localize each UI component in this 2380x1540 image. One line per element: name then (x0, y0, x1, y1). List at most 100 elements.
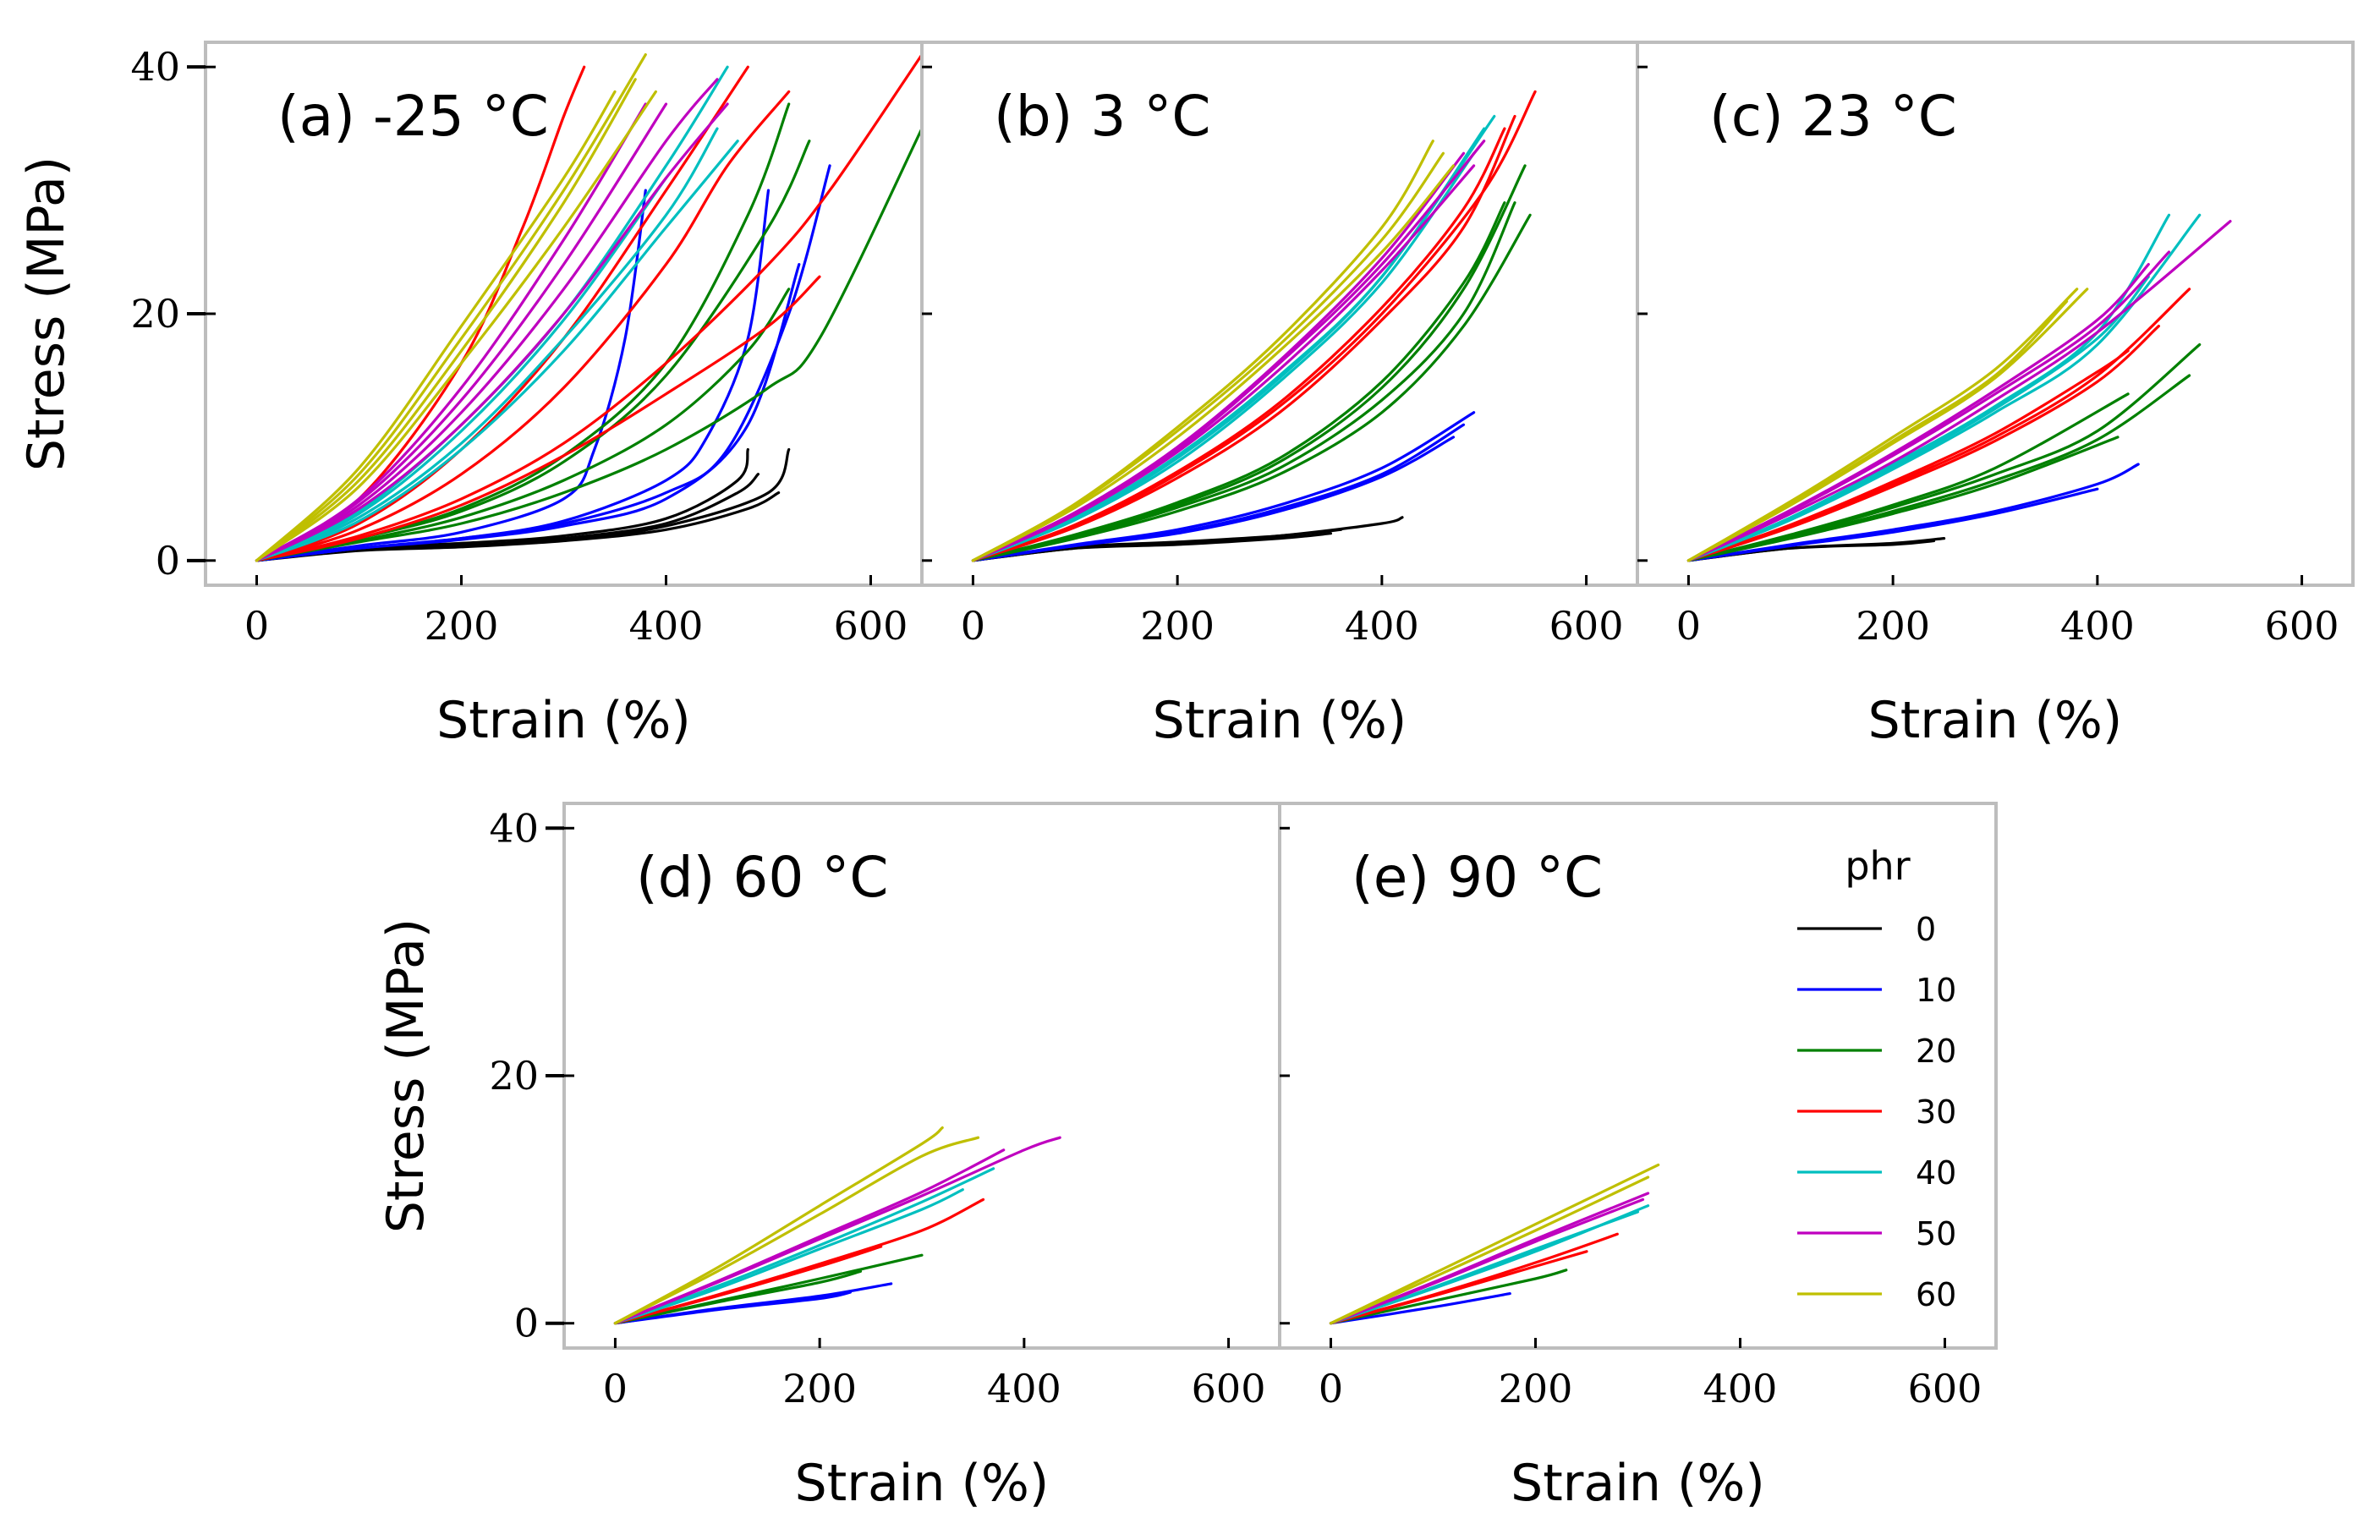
y-axis-label: Stress (MPa) (376, 918, 436, 1233)
x-tick-label: 200 (782, 1366, 857, 1411)
curve-phr-40-3 (255, 176, 668, 562)
x-axis-label: Strain (%) (1511, 1454, 1765, 1513)
curve-phr-60-1 (255, 78, 637, 562)
x-tick-label: 0 (603, 1366, 628, 1411)
x-tick-label: 200 (1499, 1366, 1573, 1411)
curve-phr-60-0 (1329, 1163, 1660, 1325)
curve-phr-30-1 (1686, 325, 2160, 562)
y-tick-label: 40 (130, 44, 180, 90)
x-tick-label: 0 (244, 603, 269, 649)
curve-phr-20-0 (1329, 1269, 1568, 1325)
curve-phr-50-3 (255, 102, 647, 562)
panel-a: 0 200 400 600 0 20 40 Strain (%) Stress (MPa) (a)… (17, 41, 924, 750)
panel-d: 0 200 400 600 0 20 40 Strain (%) Stress (MPa) (d)… (376, 802, 1281, 1513)
curve-phr-30-2 (255, 90, 791, 562)
curve-phr-10-3 (255, 263, 801, 562)
curve-phr-40-0 (613, 1167, 995, 1325)
curve-phr-60-1 (1329, 1176, 1650, 1325)
curve-phr-40-1 (971, 151, 1476, 562)
curves (255, 52, 922, 562)
curve-phr-40-1 (255, 127, 719, 562)
curve-phr-30-0 (971, 90, 1537, 562)
x-tick-label: 200 (425, 603, 499, 649)
curve-phr-60-0 (1686, 288, 2079, 562)
curve-phr-50-0 (971, 140, 1486, 562)
curve-phr-40-1 (1686, 213, 2202, 562)
x-tick-label: 400 (629, 603, 704, 649)
legend-label-40: 40 (1916, 1154, 1956, 1192)
y-tick-label: 20 (489, 1053, 539, 1099)
x-tick-label: 200 (1140, 603, 1215, 649)
x-tick-label: 400 (1345, 603, 1419, 649)
curve-phr-0-3 (255, 491, 781, 562)
x-axis-label: Strain (%) (1153, 691, 1407, 750)
panel-c: 0 200 400 600 Strain (%) (c) 23 °C (1636, 41, 2355, 750)
curve-phr-60-0 (613, 1126, 944, 1325)
y-tick-label: 0 (514, 1301, 539, 1346)
curve-phr-50-1 (971, 164, 1476, 562)
legend-title: phr (1845, 843, 1910, 889)
curve-phr-60-1 (971, 164, 1456, 562)
curve-phr-20-2 (1686, 392, 2130, 562)
y-tick-label: 40 (489, 805, 539, 851)
curve-phr-20-1 (613, 1269, 863, 1325)
curve-phr-50-2 (971, 151, 1466, 562)
legend-label-50: 50 (1916, 1215, 1956, 1252)
panel-b: 0 200 400 600 Strain (%) (b) 3 °C (920, 41, 1639, 750)
curve-phr-60-2 (255, 90, 657, 562)
curve-phr-50-0 (255, 78, 719, 562)
curve-phr-60-3 (255, 90, 617, 562)
curve-phr-40-2 (1686, 275, 2150, 562)
panel-title: (c) 23 °C (1709, 84, 1957, 149)
x-tick-label: 600 (834, 603, 908, 649)
curve-phr-30-4 (255, 275, 821, 562)
x-tick-label: 0 (1676, 603, 1701, 649)
curve-phr-60-0 (971, 151, 1445, 562)
panel-title: (d) 60 °C (636, 845, 888, 910)
curve-phr-10-0 (255, 189, 647, 562)
curve-phr-40-0 (1686, 213, 2171, 562)
x-axis-label: Strain (%) (1868, 691, 2123, 750)
x-tick-label: 400 (1703, 1366, 1778, 1411)
curve-phr-40-1 (1329, 1210, 1640, 1325)
curves (1686, 213, 2232, 562)
curve-phr-60-1 (613, 1136, 980, 1325)
x-tick-label: 600 (1908, 1366, 1982, 1411)
curve-phr-50-1 (1686, 220, 2232, 562)
curve-phr-30-1 (613, 1245, 883, 1325)
y-tick-label: 0 (156, 538, 180, 584)
x-axis-label: Strain (%) (795, 1454, 1050, 1513)
y-tick-label: 20 (130, 291, 180, 337)
curve-phr-50-1 (255, 102, 729, 562)
curve-phr-50-1 (1329, 1197, 1645, 1325)
curve-phr-60-1 (1686, 299, 2069, 562)
curves (613, 1126, 1061, 1325)
y-axis-label: Stress (MPa) (17, 156, 76, 471)
curve-phr-30-1 (255, 65, 749, 562)
curve-phr-50-2 (1686, 263, 2150, 562)
curve-phr-30-3 (255, 52, 922, 562)
x-tick-label: 0 (961, 603, 985, 649)
curve-phr-20-2 (971, 213, 1532, 562)
curve-phr-60-2 (1686, 288, 2089, 562)
curve-phr-30-1 (971, 114, 1516, 562)
x-tick-label: 0 (1319, 1366, 1343, 1411)
legend-label-30: 30 (1916, 1093, 1956, 1131)
curve-phr-20-3 (1686, 436, 2120, 562)
curve-phr-60-2 (971, 140, 1434, 562)
legend-label-20: 20 (1916, 1033, 1956, 1070)
curve-phr-30-2 (1686, 349, 2130, 562)
x-tick-label: 600 (1192, 1366, 1266, 1411)
curve-phr-40-2 (255, 140, 739, 562)
curve-phr-30-1 (1329, 1250, 1588, 1325)
curve-phr-50-0 (1686, 250, 2171, 562)
panel-title: (a) -25 °C (277, 84, 549, 149)
legend-label-60: 60 (1916, 1276, 1956, 1313)
x-tick-label: 400 (987, 1366, 1061, 1411)
curve-phr-40-1 (613, 1188, 964, 1325)
curves (1329, 1163, 1660, 1325)
x-axis-label: Strain (%) (436, 691, 691, 750)
